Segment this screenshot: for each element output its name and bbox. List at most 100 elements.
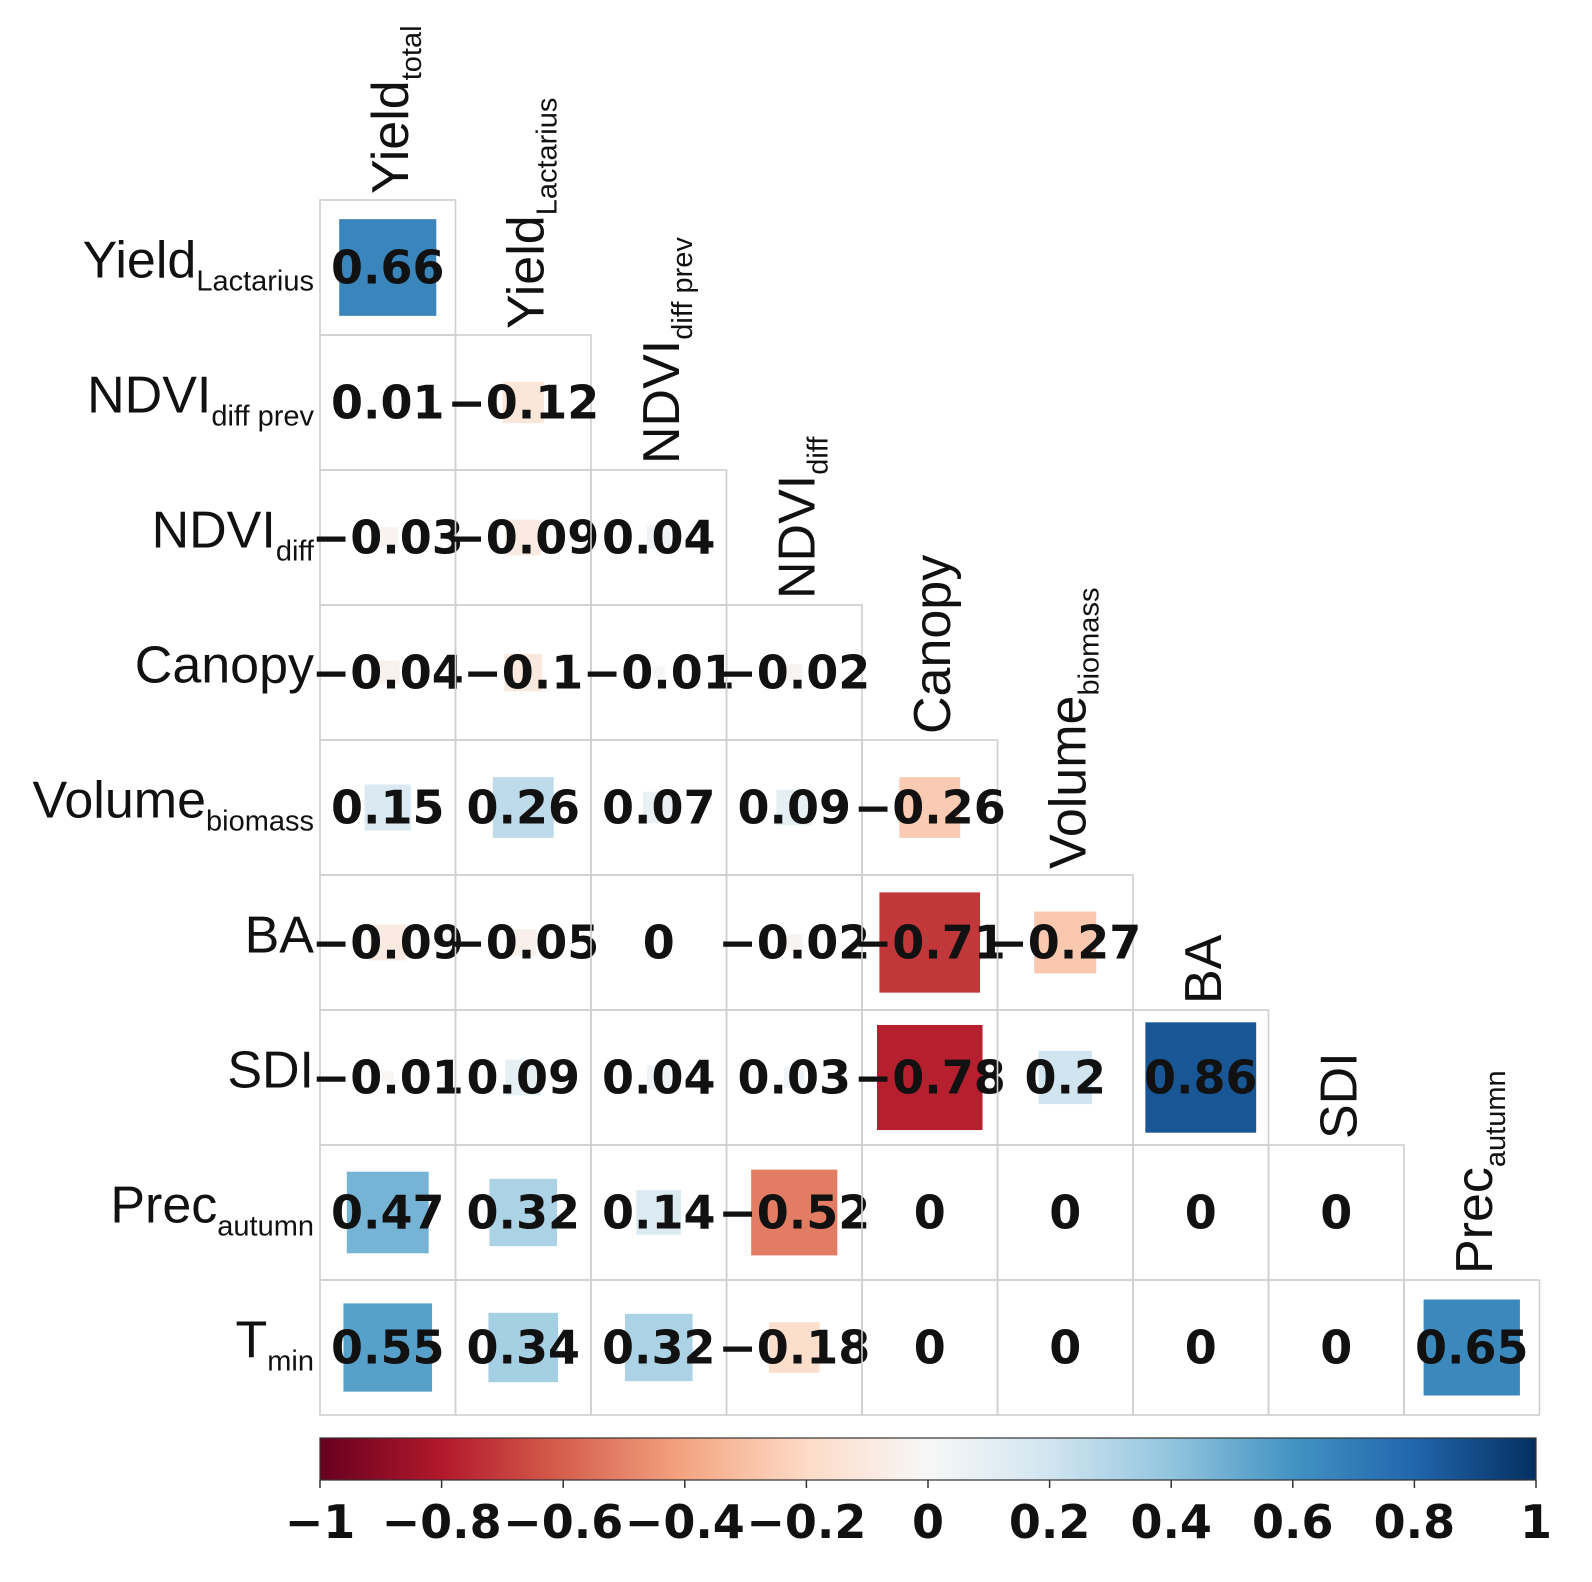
- cell-value: 0: [1049, 1186, 1081, 1240]
- label-base: Canopy: [904, 555, 962, 734]
- label-base: Prec: [1446, 1167, 1504, 1274]
- label-base: Yield: [362, 80, 420, 194]
- cell-value: 0: [1185, 1186, 1217, 1240]
- cell-value: 0: [1049, 1321, 1081, 1375]
- label-base: Volume: [33, 772, 206, 830]
- heatmap-cell: 0.09: [725, 739, 863, 876]
- cell-value: −0.01: [312, 1051, 464, 1105]
- label-subscript: diff prev: [211, 401, 314, 433]
- heatmap-cell: 0: [1267, 1279, 1405, 1416]
- label-subscript: diff: [802, 436, 834, 475]
- cell-value: 0.2: [1025, 1051, 1107, 1105]
- cell-value: 0.07: [602, 781, 716, 835]
- cell-value: −0.27: [989, 916, 1141, 970]
- correlation-square: [381, 1071, 394, 1084]
- correlation-square: [636, 1190, 682, 1235]
- correlation-square: [876, 1024, 983, 1131]
- cell-value: 0.34: [467, 1321, 581, 1375]
- cell-value: 0.32: [467, 1186, 581, 1240]
- heatmap-cell: −0.1: [454, 604, 592, 741]
- heatmap-cell: 0.66: [319, 199, 457, 336]
- heatmap-cell: 0.34: [454, 1279, 592, 1416]
- cell-value: −0.04: [312, 646, 464, 700]
- row-label-sdi: SDI: [227, 1042, 314, 1100]
- heatmap-cell: −0.02: [718, 874, 870, 1011]
- correlation-square: [504, 653, 543, 692]
- correlation-square: [768, 1322, 820, 1373]
- cell-value: −0.03: [312, 511, 464, 565]
- correlation-square: [364, 784, 411, 831]
- column-label-volume-biomass: Volumebiomass: [1039, 588, 1105, 869]
- cell-value: −0.71: [854, 916, 1006, 970]
- cell-value: −0.02: [718, 916, 870, 970]
- colorbar-tick-label: 0.6: [1252, 1495, 1334, 1549]
- heatmap-cell: 0.47: [319, 1144, 457, 1281]
- label-subscript: total: [396, 25, 428, 80]
- label-base: NDVI: [152, 502, 276, 560]
- cell-value: 0: [914, 1321, 946, 1375]
- heatmap-cell: −0.01: [312, 1009, 464, 1146]
- column-label-ndvi-diff: NDVIdiff: [768, 436, 834, 599]
- colorbar-tick-label: 0.2: [1009, 1495, 1091, 1549]
- correlation-square: [624, 1313, 693, 1382]
- cell-value: 0: [1320, 1186, 1352, 1240]
- correlation-square: [899, 777, 961, 838]
- correlation-square: [1034, 911, 1097, 974]
- heatmap-cell: 0: [590, 874, 728, 1011]
- label-subscript: diff prev: [667, 237, 699, 340]
- label-subscript: diff: [276, 536, 315, 568]
- correlation-square: [1145, 1022, 1257, 1133]
- colorbar-tick-label: 0.8: [1374, 1495, 1456, 1549]
- label-base: NDVI: [633, 340, 691, 464]
- colorbar-tick-label: 0: [912, 1495, 944, 1549]
- correlation-square: [489, 1178, 558, 1247]
- heatmap-cell: −0.78: [854, 1009, 1006, 1146]
- cell-value: 0: [643, 916, 675, 970]
- heatmap-cell: −0.03: [312, 469, 464, 606]
- cell-value: −0.01: [583, 646, 735, 700]
- correlation-square: [776, 789, 813, 826]
- heatmap-cell: 0.2: [996, 1009, 1134, 1146]
- heatmap-cell: 0.26: [454, 739, 592, 876]
- column-label-sdi: SDI: [1310, 1052, 1368, 1139]
- heatmap-cell: 0: [1267, 1144, 1405, 1281]
- cell-value: −0.52: [718, 1186, 870, 1240]
- cell-value: 0: [1185, 1321, 1217, 1375]
- colorbar-tick-label: −0.8: [382, 1495, 502, 1549]
- label-subscript: Lactarius: [196, 266, 314, 298]
- heatmap-cell: 0: [861, 1279, 999, 1416]
- heatmap-cell: 0.07: [590, 739, 728, 876]
- row-label-prec-autumn: Precautumn: [110, 1177, 314, 1243]
- heatmap-cell: 0.03: [725, 1009, 863, 1146]
- heatmap-cell: 0.65: [1403, 1279, 1541, 1416]
- correlation-square: [1038, 1050, 1092, 1105]
- correlation-square: [652, 666, 665, 679]
- label-base: Yield: [497, 215, 555, 329]
- correlation-square: [879, 892, 981, 993]
- row-label-yield-lactarius: YieldLactarius: [83, 232, 314, 298]
- heatmap-cell: −0.18: [718, 1279, 870, 1416]
- cell-value: 0.65: [1415, 1321, 1529, 1375]
- correlation-square: [488, 1312, 559, 1383]
- correlation-square: [785, 934, 803, 951]
- row-label-volume-biomass: Volumebiomass: [33, 772, 314, 838]
- label-base: SDI: [227, 1042, 314, 1100]
- cell-value: 0.04: [602, 1051, 716, 1105]
- cell-value: −0.1: [463, 646, 583, 700]
- colorbar: −1 −0.8 −0.6 −0.4 −0.2 0 0.2 0.4 0.6 0.8 1: [285, 1437, 1552, 1549]
- heatmap-cell: 0.86: [1132, 1009, 1270, 1146]
- row-label-ndvi-diff-prev: NDVIdiff prev: [87, 367, 314, 433]
- cell-value: −0.09: [447, 511, 599, 565]
- column-label-prec-autumn: Precautumn: [1446, 1070, 1512, 1274]
- correlation-square: [642, 791, 675, 824]
- correlation-square: [785, 664, 803, 681]
- heatmap-cell: 0: [1132, 1144, 1270, 1281]
- heatmap-cell: −0.12: [447, 334, 599, 471]
- label-subscript: autumn: [217, 1211, 314, 1243]
- cell-value: −0.26: [854, 781, 1006, 835]
- label-base: T: [236, 1312, 268, 1370]
- heatmap-cell: 0: [996, 1279, 1134, 1416]
- row-label-ba: BA: [245, 907, 315, 965]
- heatmap-cell: 0.14: [590, 1144, 728, 1281]
